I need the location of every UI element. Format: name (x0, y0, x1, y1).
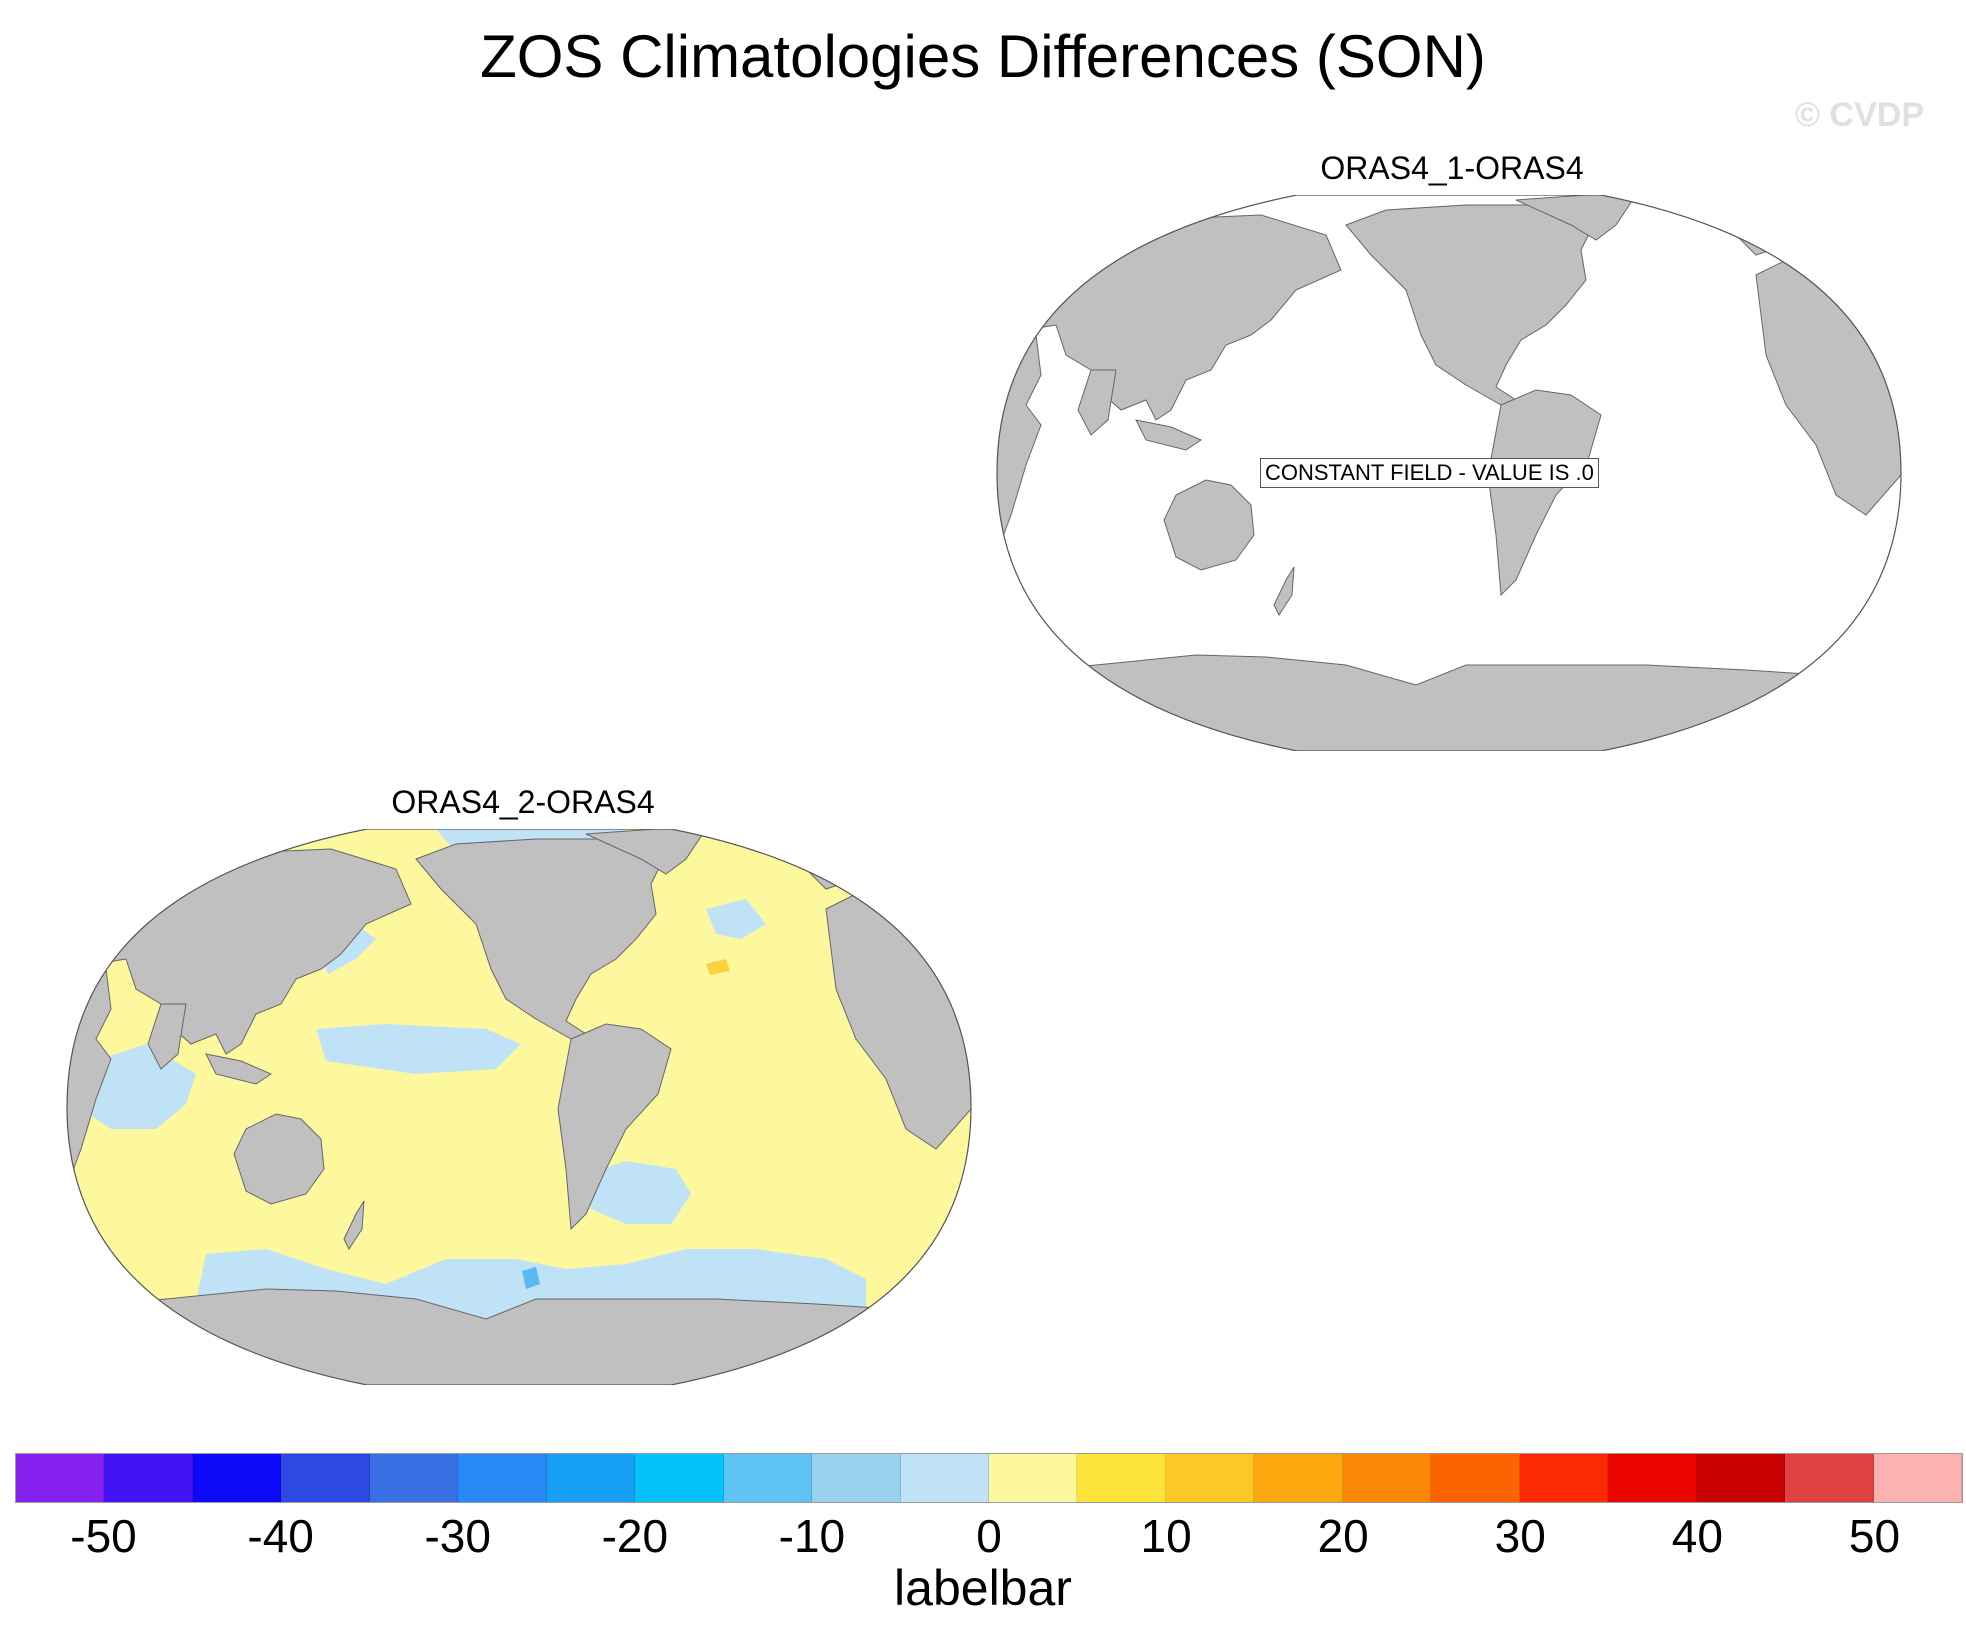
colorbar-box (104, 1454, 193, 1502)
colorbar-box (1077, 1454, 1166, 1502)
land-south-america (1487, 389, 1602, 597)
land-greenland (585, 829, 707, 875)
colorbar-tick-label: 0 (976, 1510, 1002, 1562)
colorbar-box (192, 1454, 282, 1502)
negative-region-atlantic (706, 899, 766, 939)
colorbar-tick-label: -10 (778, 1510, 846, 1562)
colorbar-box (458, 1454, 547, 1502)
negative-region-indian-ocean (81, 1044, 196, 1129)
colorbar-tick-label: 10 (1140, 1510, 1192, 1562)
land-south-america (557, 1023, 672, 1231)
panel-1-title: ORAS4_1-ORAS4 (1320, 150, 1584, 186)
colorbar-box (1873, 1454, 1962, 1502)
colorbar-box (1342, 1454, 1432, 1502)
map-1-outline (996, 195, 1902, 751)
cvdp-watermark: © CVDP (1795, 96, 1924, 134)
colorbar-box (723, 1454, 813, 1502)
colorbar-box (546, 1454, 636, 1502)
constant-field-note: CONSTANT FIELD - VALUE IS .0 (1260, 458, 1599, 488)
colorbar (15, 1453, 1963, 1503)
colorbar-box (16, 1454, 105, 1502)
land-antarctica (67, 1288, 971, 1385)
land-australia (233, 1113, 325, 1205)
land-indonesia (205, 1053, 273, 1085)
colorbar-tick-label: -20 (601, 1510, 669, 1562)
negative-region-equatorial-pacific (316, 1024, 521, 1074)
map-panel-2 (66, 829, 972, 1385)
colorbar-box (900, 1454, 989, 1502)
panel-2-title: ORAS4_2-ORAS4 (391, 784, 655, 820)
colorbar-label: labelbar (894, 1560, 1072, 1616)
colorbar-box (369, 1454, 459, 1502)
colorbar-box (988, 1454, 1078, 1502)
colorbar-tick-label: 40 (1671, 1510, 1723, 1562)
colorbar-box (1785, 1454, 1874, 1502)
strong-positive-spot-north (706, 959, 730, 975)
land-india (1077, 369, 1117, 436)
land-australia (1163, 479, 1255, 571)
colorbar-box (1431, 1454, 1520, 1502)
colorbar-box (1696, 1454, 1786, 1502)
map-2-outline (66, 829, 972, 1385)
colorbar-tick-label: -50 (70, 1510, 137, 1562)
land-new-zealand (1273, 566, 1295, 617)
colorbar-tick-label: -30 (424, 1510, 491, 1562)
negative-region-southeast-pacific (586, 1161, 691, 1224)
colorbar-box (1608, 1454, 1697, 1502)
figure-title: ZOS Climatologies Differences (SON) (480, 23, 1486, 90)
colorbar-box (281, 1454, 370, 1502)
land-indonesia (1135, 419, 1203, 451)
land-antarctica (997, 654, 1901, 751)
colorbar-box (635, 1454, 724, 1502)
colorbar-box (1519, 1454, 1609, 1502)
colorbar-box (812, 1454, 901, 1502)
colorbar-tick-label: 20 (1317, 1510, 1369, 1562)
strong-negative-spot (522, 1267, 540, 1289)
colorbar-tick-label: 30 (1494, 1510, 1546, 1562)
land-greenland (1515, 195, 1637, 241)
colorbar-tick-label: -40 (247, 1510, 314, 1562)
land-india (147, 1003, 187, 1070)
colorbar-box (1254, 1454, 1343, 1502)
colorbar-tick-label: 50 (1848, 1510, 1901, 1562)
colorbar-box (1165, 1454, 1255, 1502)
land-new-zealand (343, 1200, 365, 1251)
